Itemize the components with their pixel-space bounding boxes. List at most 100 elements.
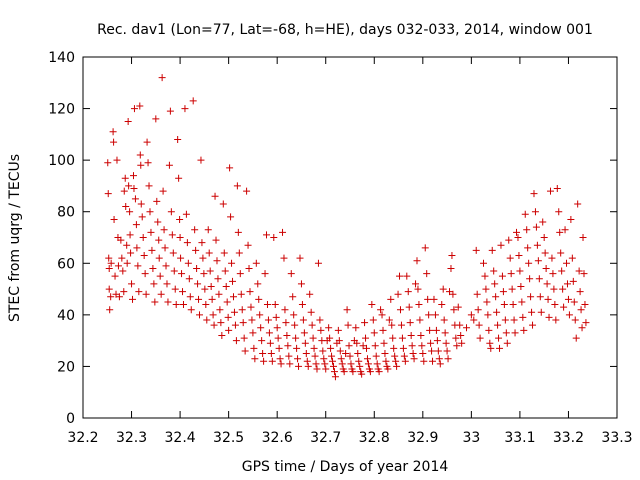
data-point [387, 295, 395, 303]
data-point [440, 316, 448, 324]
data-point [228, 259, 236, 267]
data-point [212, 236, 220, 244]
data-point [569, 277, 577, 285]
x-axis-title: GPS time / Days of year 2014 [242, 459, 449, 475]
data-point [309, 334, 317, 342]
data-point [480, 259, 487, 267]
data-point [155, 254, 163, 262]
x-tick-label: 33 [462, 430, 480, 446]
data-point [502, 329, 510, 337]
data-point [327, 344, 335, 352]
data-point [496, 344, 504, 352]
data-point [113, 156, 121, 164]
y-tick-label: 80 [57, 205, 75, 221]
data-point [290, 311, 298, 319]
data-point [177, 254, 185, 262]
data-point [240, 334, 248, 342]
data-point [391, 352, 399, 360]
data-point [245, 264, 253, 272]
data-point [335, 337, 343, 345]
data-point [213, 257, 221, 265]
data-point [167, 208, 175, 216]
data-point [261, 270, 269, 278]
data-point [536, 293, 544, 301]
data-point [158, 74, 166, 82]
data-point [272, 313, 280, 321]
data-point [558, 267, 566, 275]
data-point [470, 316, 478, 324]
data-point [123, 259, 131, 267]
data-point [118, 254, 126, 262]
data-point [159, 187, 167, 195]
data-point [110, 138, 118, 146]
data-point [322, 365, 330, 373]
data-point [572, 334, 580, 342]
data-point [414, 285, 422, 293]
data-point [343, 306, 351, 314]
data-point [184, 259, 192, 267]
data-point [432, 326, 440, 334]
data-point [366, 368, 374, 376]
data-point [135, 288, 143, 296]
data-point [303, 357, 311, 365]
data-point [420, 357, 428, 365]
data-point [571, 316, 579, 324]
data-point [239, 319, 247, 327]
data-point [423, 270, 431, 278]
data-points [104, 74, 590, 381]
data-point [161, 244, 169, 252]
data-point [107, 293, 115, 301]
data-point [467, 311, 475, 319]
data-point [142, 290, 150, 298]
data-point [214, 275, 222, 283]
data-point [347, 360, 355, 368]
data-point [312, 360, 320, 368]
data-point [136, 102, 144, 110]
data-point [389, 334, 397, 342]
data-point [168, 231, 176, 239]
data-point [331, 373, 339, 381]
data-point [442, 339, 450, 347]
data-point [421, 244, 429, 252]
data-point [581, 301, 589, 309]
data-point [399, 344, 407, 352]
data-point [491, 280, 499, 288]
data-point [533, 241, 541, 249]
data-point [104, 159, 112, 167]
data-point [151, 298, 159, 306]
data-point [141, 270, 149, 278]
data-point [165, 161, 173, 169]
data-point [527, 293, 535, 301]
data-point [306, 290, 314, 298]
data-point [567, 215, 575, 223]
data-point [483, 298, 491, 306]
data-point [105, 254, 113, 262]
data-point [377, 306, 385, 314]
data-point [514, 234, 522, 241]
data-point [346, 352, 354, 360]
data-point [342, 350, 350, 358]
data-point [337, 355, 345, 363]
data-point [436, 360, 444, 368]
data-point [203, 316, 211, 324]
data-point [476, 334, 484, 342]
data-point [281, 306, 289, 314]
x-tick-label: 32.4 [165, 430, 196, 446]
data-point [328, 352, 336, 360]
data-point [160, 226, 168, 234]
data-point [145, 182, 153, 190]
data-point [280, 254, 288, 262]
data-point [495, 334, 503, 342]
plot-frame [82, 56, 618, 419]
data-point [216, 306, 224, 314]
data-point [418, 342, 426, 350]
data-point [155, 236, 163, 244]
data-point [526, 275, 534, 283]
data-point [358, 370, 366, 378]
data-point [313, 365, 321, 373]
data-point [243, 187, 251, 195]
data-point [475, 321, 483, 329]
data-point [487, 344, 495, 352]
data-point [369, 316, 377, 324]
data-point [528, 308, 536, 316]
